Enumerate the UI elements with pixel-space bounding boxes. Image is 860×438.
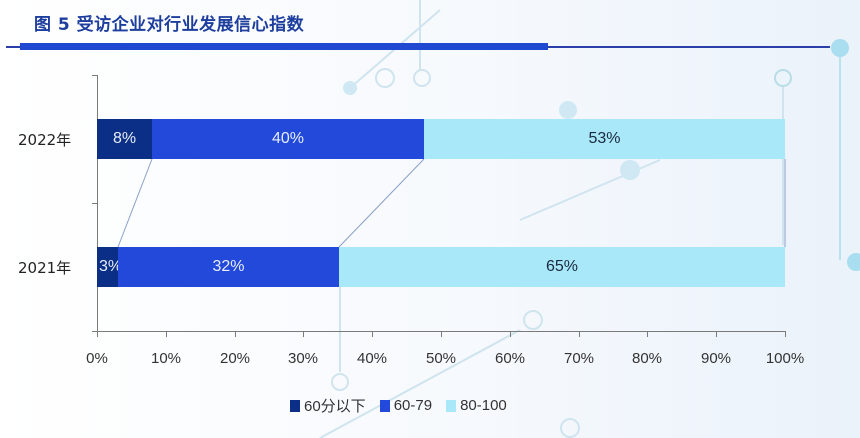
x-tick-label: 0% — [86, 350, 108, 367]
legend-swatch — [290, 399, 300, 412]
bar-2022: 8% 40% 53% — [97, 119, 785, 159]
segment-below60: 3% — [97, 247, 122, 287]
x-tick — [441, 331, 442, 337]
x-tick — [372, 331, 373, 337]
legend-item-80-100[interactable]: 80-100 — [446, 395, 507, 416]
x-tick-label: 100% — [765, 350, 805, 367]
x-tick — [647, 331, 648, 337]
segment-60-79: 40% — [152, 119, 424, 159]
x-tick — [785, 331, 786, 337]
x-tick — [235, 331, 236, 337]
legend-item-below60[interactable]: 60分以下 — [290, 395, 366, 416]
y-tick — [92, 331, 97, 332]
x-tick-label: 70% — [563, 350, 595, 367]
y-tick — [92, 203, 97, 204]
legend-item-60-79[interactable]: 60-79 — [379, 395, 433, 416]
legend-label: 60-79 — [393, 397, 433, 414]
x-tick-label: 50% — [425, 350, 457, 367]
x-tick-label: 20% — [219, 350, 251, 367]
legend-label: 60分以下 — [304, 398, 366, 415]
legend-swatch — [379, 399, 390, 412]
x-tick — [579, 331, 580, 337]
x-tick-label: 60% — [494, 350, 526, 367]
x-tick — [303, 331, 304, 337]
legend-label: 80-100 — [460, 397, 507, 414]
legend: 60分以下 60-79 80-100 — [290, 395, 507, 416]
y-label-2022: 2022年 — [18, 131, 72, 149]
y-tick — [92, 75, 97, 76]
x-tick — [716, 331, 717, 337]
x-tick-label: 10% — [150, 350, 182, 367]
segment-60-79: 32% — [118, 247, 339, 287]
segment-below60: 8% — [97, 119, 152, 159]
x-tick — [510, 331, 511, 337]
x-tick-label: 40% — [356, 350, 388, 367]
legend-swatch — [446, 399, 457, 412]
chart-title: 图 5 受访企业对行业发展信心指数 — [34, 15, 305, 35]
x-tick-label: 80% — [631, 350, 663, 367]
y-axis — [97, 75, 98, 331]
x-tick-label: 90% — [700, 350, 732, 367]
bar-2021: 3% 32% 65% — [97, 247, 785, 287]
segment-80-100: 53% — [424, 119, 785, 159]
title-underline-accent — [20, 43, 548, 50]
x-tick — [97, 331, 98, 337]
segment-80-100: 65% — [339, 247, 785, 287]
x-tick — [166, 331, 167, 337]
y-label-2021: 2021年 — [18, 259, 72, 277]
x-tick-label: 30% — [287, 350, 319, 367]
